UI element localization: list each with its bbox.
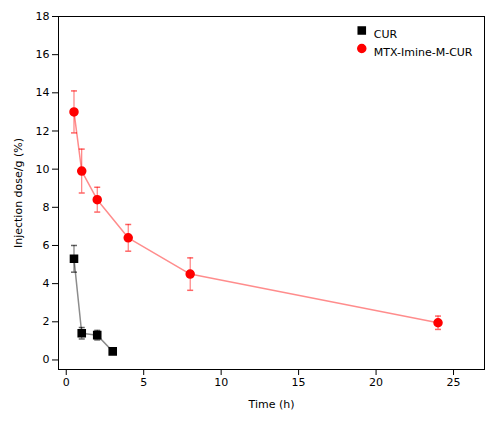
svg-text:18: 18 [36, 10, 50, 23]
svg-text:0: 0 [63, 376, 70, 389]
svg-text:MTX-Imine-M-CUR: MTX-Imine-M-CUR [374, 46, 473, 59]
svg-text:4: 4 [43, 277, 50, 290]
svg-text:16: 16 [36, 48, 50, 61]
svg-text:12: 12 [36, 125, 50, 138]
svg-text:8: 8 [43, 201, 50, 214]
svg-text:6: 6 [43, 239, 50, 252]
svg-text:Injection dose/g (%): Injection dose/g (%) [12, 138, 25, 248]
svg-text:10: 10 [36, 163, 50, 176]
svg-text:CUR: CUR [374, 28, 398, 41]
svg-text:0: 0 [43, 353, 50, 366]
svg-text:10: 10 [214, 376, 228, 389]
svg-text:25: 25 [447, 376, 461, 389]
svg-text:14: 14 [36, 86, 50, 99]
svg-text:Time (h): Time (h) [248, 398, 295, 411]
svg-text:2: 2 [43, 315, 50, 328]
svg-text:20: 20 [369, 376, 383, 389]
svg-text:15: 15 [292, 376, 306, 389]
svg-text:5: 5 [140, 376, 147, 389]
